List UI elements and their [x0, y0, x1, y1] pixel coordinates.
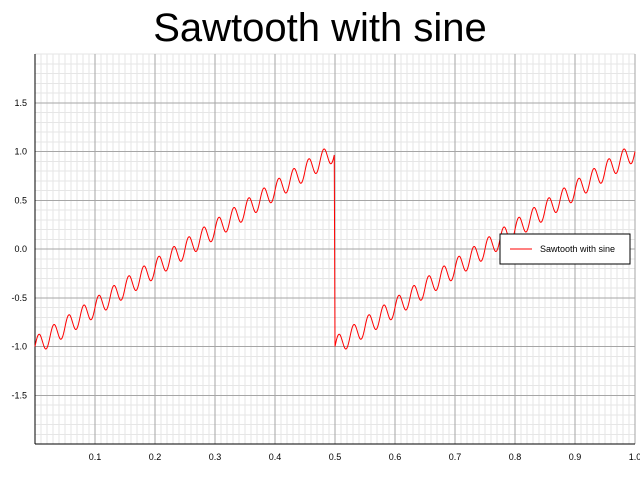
x-tick-label: 0.3: [209, 452, 222, 462]
x-tick-label: 0.8: [509, 452, 522, 462]
legend-label: Sawtooth with sine: [540, 244, 615, 254]
x-tick-label: 0.6: [389, 452, 402, 462]
x-tick-label: 0.4: [269, 452, 282, 462]
chart-title: Sawtooth with sine: [153, 6, 487, 50]
x-tick-label: 0.2: [149, 452, 162, 462]
y-tick-label: 1.5: [14, 98, 27, 108]
y-tick-label: -1.5: [11, 390, 27, 400]
x-tick-label: 0.7: [449, 452, 462, 462]
legend: Sawtooth with sine: [499, 233, 631, 265]
y-tick-label: -0.5: [11, 293, 27, 303]
x-tick-label: 1.0: [629, 452, 640, 462]
y-tick-label: -1.0: [11, 342, 27, 352]
series-line: [34, 148, 636, 350]
axes: 0.1 0.2 0.3 0.4 0.5 0.6 0.7 0.8 0.9 1.0 1.5 1.0 0.5 0…: [11, 54, 640, 462]
y-tick-label: 0.5: [14, 195, 27, 205]
y-tick-label: 0.0: [14, 244, 27, 254]
series-layer: [34, 148, 636, 350]
x-tick-label: 0.9: [569, 452, 582, 462]
x-tick-label: 0.1: [89, 452, 102, 462]
y-tick-label: 1.0: [14, 147, 27, 157]
x-tick-label: 0.5: [329, 452, 342, 462]
